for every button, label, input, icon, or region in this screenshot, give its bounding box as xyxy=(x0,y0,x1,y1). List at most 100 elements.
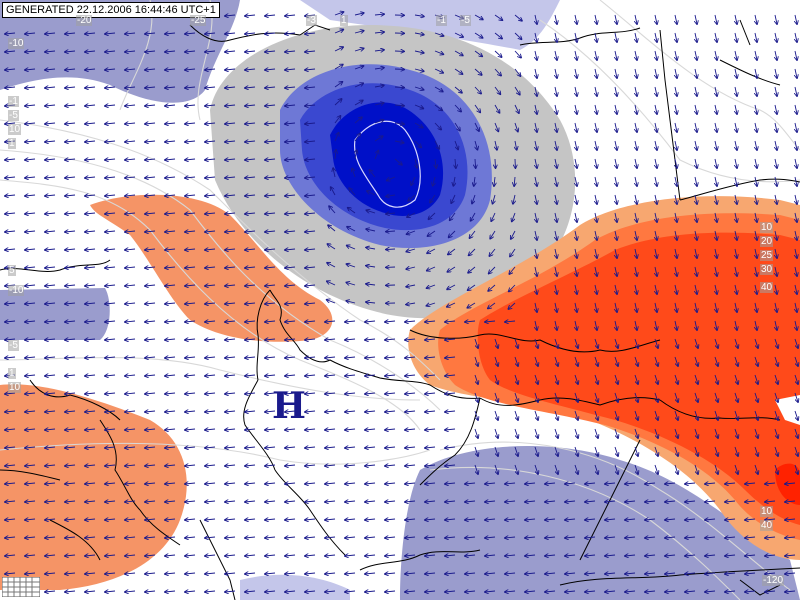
wind-arrow xyxy=(405,393,416,394)
grid-legend-icon[interactable] xyxy=(2,577,40,597)
wind-arrow xyxy=(105,51,116,52)
wind-arrow xyxy=(695,104,697,114)
wind-arrow xyxy=(445,429,456,430)
wind-arrow xyxy=(674,374,678,384)
wind-arrow xyxy=(185,123,196,124)
wind-arrow xyxy=(85,267,96,268)
wind-arrow xyxy=(205,267,216,268)
wind-arrow xyxy=(427,248,436,253)
wind-arrow xyxy=(715,284,717,294)
wind-arrow xyxy=(595,50,597,60)
wind-arrow xyxy=(185,465,196,466)
wind-arrow xyxy=(185,33,196,34)
wind-arrow xyxy=(305,69,316,70)
wind-arrow xyxy=(105,357,116,358)
wind-arrow xyxy=(774,374,778,384)
wind-arrow xyxy=(554,446,558,456)
wind-arrow xyxy=(654,446,658,456)
wind-arrow xyxy=(574,392,578,402)
wind-arrow xyxy=(225,87,236,88)
wind-arrow xyxy=(414,33,424,35)
wind-arrow xyxy=(65,159,76,160)
wind-arrow xyxy=(345,339,356,340)
wind-arrow xyxy=(405,357,416,358)
wind-arrow xyxy=(405,447,416,448)
wind-arrow xyxy=(165,195,176,196)
wind-arrow xyxy=(514,32,522,39)
wind-arrow xyxy=(447,302,456,307)
wind-arrow xyxy=(675,122,677,132)
wind-arrow xyxy=(575,14,577,24)
wind-arrow xyxy=(354,117,362,124)
wind-arrow xyxy=(514,50,521,58)
wind-arrow xyxy=(125,33,136,34)
isoline-label: -25 xyxy=(190,15,207,26)
wind-arrow xyxy=(488,302,496,308)
wind-arrow xyxy=(245,195,256,196)
wind-arrow xyxy=(45,447,56,448)
wind-arrow xyxy=(575,320,577,330)
wind-arrow xyxy=(509,284,516,291)
wind-arrow xyxy=(595,140,597,150)
wind-arrow xyxy=(535,14,537,24)
wind-arrow xyxy=(285,303,296,304)
wind-arrow xyxy=(614,392,618,402)
wind-arrow xyxy=(374,85,384,87)
wind-arrow xyxy=(634,356,638,366)
wind-arrow xyxy=(534,428,538,438)
wind-arrow xyxy=(655,284,657,294)
wind-arrow xyxy=(25,195,36,196)
wind-arrow xyxy=(554,374,558,384)
wind-arrow xyxy=(574,428,578,438)
wind-arrow xyxy=(511,230,516,239)
wind-arrow xyxy=(474,122,479,131)
wind-arrow xyxy=(534,374,538,384)
wind-arrow xyxy=(265,15,276,16)
wind-arrow xyxy=(634,410,638,420)
wind-arrow xyxy=(325,411,336,412)
wind-arrow xyxy=(354,100,363,106)
wind-arrow xyxy=(105,465,116,466)
wind-arrow xyxy=(614,374,618,384)
wind-arrow xyxy=(535,158,537,168)
wind-arrow xyxy=(735,68,737,78)
wind-arrow xyxy=(595,176,597,186)
wind-arrow xyxy=(185,213,196,214)
wind-arrow xyxy=(654,374,658,384)
wind-arrow xyxy=(555,302,557,312)
wind-arrow xyxy=(635,86,637,96)
wind-arrow xyxy=(374,120,383,124)
wind-arrow xyxy=(145,177,156,178)
wind-arrow xyxy=(714,338,718,348)
wind-arrow xyxy=(5,303,16,304)
wind-arrow xyxy=(125,339,136,340)
wind-arrow xyxy=(474,14,483,19)
wind-arrow xyxy=(305,195,316,196)
wind-arrow xyxy=(365,393,376,394)
wind-arrow xyxy=(635,230,637,240)
wind-arrow xyxy=(595,194,597,204)
wind-arrow xyxy=(555,212,557,222)
wind-arrow xyxy=(454,86,462,93)
wind-arrow xyxy=(145,141,156,142)
wind-arrow xyxy=(245,87,256,88)
wind-arrow xyxy=(535,86,537,96)
wind-arrow xyxy=(125,321,136,322)
wind-arrow xyxy=(615,302,617,312)
wind-arrow xyxy=(515,140,517,150)
wind-arrow xyxy=(535,230,537,240)
wind-arrow xyxy=(774,446,778,456)
wind-arrow xyxy=(185,231,196,232)
wind-arrow xyxy=(655,14,657,24)
wind-arrow xyxy=(354,13,364,15)
wind-arrow xyxy=(454,68,462,74)
wind-arrow xyxy=(5,447,16,448)
wind-arrow xyxy=(245,249,256,250)
wind-arrow xyxy=(405,321,416,322)
wind-arrow xyxy=(755,122,757,132)
wind-arrow xyxy=(225,249,236,250)
wind-arrow xyxy=(427,266,436,271)
wind-arrow xyxy=(354,66,363,70)
wind-arrow xyxy=(735,32,737,42)
wind-arrow xyxy=(374,151,378,160)
